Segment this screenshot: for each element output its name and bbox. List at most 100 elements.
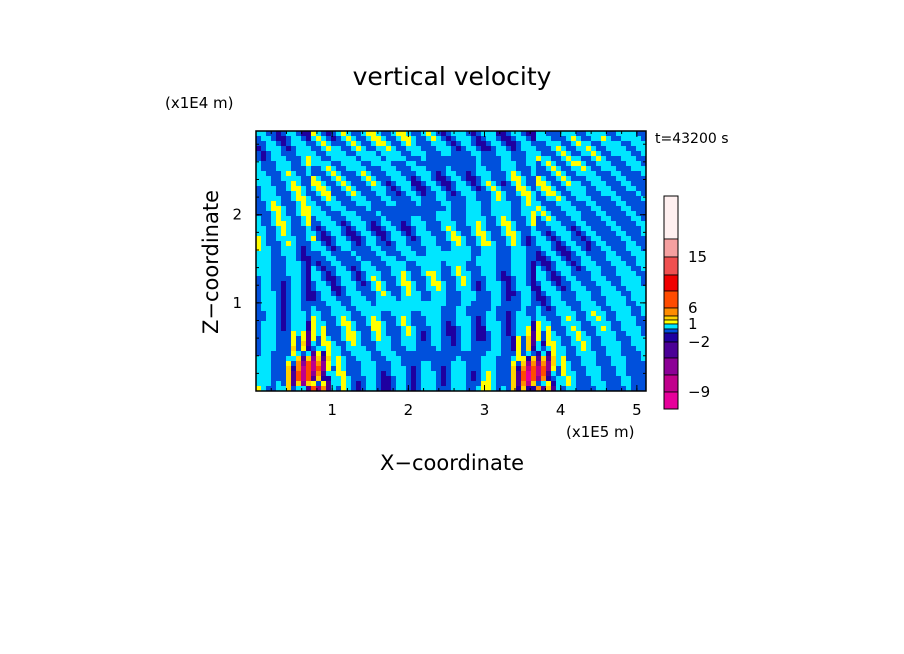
field-cell — [611, 231, 617, 237]
field-cell — [256, 271, 262, 277]
field-cell — [306, 136, 312, 142]
field-cell — [626, 201, 632, 207]
field-cell — [596, 256, 602, 262]
field-cell — [516, 321, 522, 327]
field-cell — [586, 306, 592, 312]
field-cell — [596, 236, 602, 242]
field-cell — [306, 296, 312, 302]
field-cell — [271, 246, 277, 252]
field-cell — [476, 361, 482, 367]
field-cell — [446, 276, 452, 282]
field-cell — [306, 221, 312, 227]
field-cell — [381, 236, 387, 242]
field-cell — [516, 231, 522, 237]
field-cell — [381, 131, 387, 137]
field-cell — [496, 266, 502, 272]
field-cell — [486, 326, 492, 332]
field-cell — [361, 226, 367, 232]
field-cell — [561, 351, 567, 357]
field-cell — [581, 386, 587, 391]
field-cell — [366, 151, 372, 157]
field-cell — [556, 206, 562, 212]
field-cell — [296, 226, 302, 232]
field-cell — [446, 221, 452, 227]
field-cell — [326, 371, 332, 377]
field-cell — [451, 141, 457, 147]
field-cell — [366, 191, 372, 197]
field-cell — [576, 146, 582, 152]
field-cell — [391, 186, 397, 192]
field-cell — [631, 196, 637, 202]
field-cell — [416, 301, 422, 307]
colorbar-band — [663, 332, 679, 343]
field-cell — [641, 331, 646, 337]
field-cell — [606, 191, 612, 197]
field-cell — [516, 226, 522, 232]
field-cell — [526, 311, 532, 317]
field-cell — [411, 166, 417, 172]
field-cell — [581, 256, 587, 262]
field-cell — [616, 356, 622, 362]
field-cell — [306, 341, 312, 347]
field-cell — [431, 196, 437, 202]
field-cell — [266, 356, 272, 362]
field-cell — [401, 286, 407, 292]
field-cell — [501, 226, 507, 232]
field-cell — [391, 381, 397, 387]
field-cell — [631, 201, 637, 207]
field-cell — [521, 341, 527, 347]
field-cell — [471, 136, 477, 142]
field-cell — [586, 351, 592, 357]
field-cell — [416, 141, 422, 147]
field-cell — [311, 241, 317, 247]
field-cell — [421, 151, 427, 157]
field-cell — [511, 351, 517, 357]
field-cell — [531, 206, 537, 212]
field-cell — [561, 346, 567, 352]
field-cell — [536, 226, 542, 232]
field-cell — [466, 211, 472, 217]
colorbar-tick-label: 6 — [688, 299, 698, 317]
field-cell — [581, 191, 587, 197]
field-cell — [416, 241, 422, 247]
field-cell — [316, 176, 322, 182]
field-cell — [531, 226, 537, 232]
field-cell — [521, 221, 527, 227]
field-cell — [376, 291, 382, 297]
field-cell — [546, 131, 552, 137]
field-cell — [616, 281, 622, 287]
field-cell — [511, 306, 517, 312]
field-cell — [566, 241, 572, 247]
field-cell — [506, 286, 512, 292]
field-cell — [496, 366, 502, 372]
field-cell — [626, 361, 632, 367]
field-cell — [471, 331, 477, 337]
field-cell — [466, 231, 472, 237]
field-cell — [401, 316, 407, 322]
field-cell — [571, 186, 577, 192]
field-cell — [401, 251, 407, 257]
field-cell — [596, 286, 602, 292]
field-cell — [461, 321, 467, 327]
field-cell — [556, 296, 562, 302]
field-cell — [531, 146, 537, 152]
field-cell — [486, 201, 492, 207]
field-cell — [296, 276, 302, 282]
field-cell — [391, 146, 397, 152]
field-cell — [336, 201, 342, 207]
field-cell — [536, 181, 542, 187]
field-cell — [306, 346, 312, 352]
field-cell — [466, 191, 472, 197]
field-cell — [411, 291, 417, 297]
field-cell — [531, 236, 537, 242]
field-cell — [316, 306, 322, 312]
field-cell — [451, 151, 457, 157]
field-cell — [346, 141, 352, 147]
field-cell — [421, 251, 427, 257]
field-cell — [621, 161, 627, 167]
field-cell — [386, 381, 392, 387]
field-cell — [521, 151, 527, 157]
field-cell — [406, 351, 412, 357]
field-cell — [556, 341, 562, 347]
field-cell — [386, 326, 392, 332]
